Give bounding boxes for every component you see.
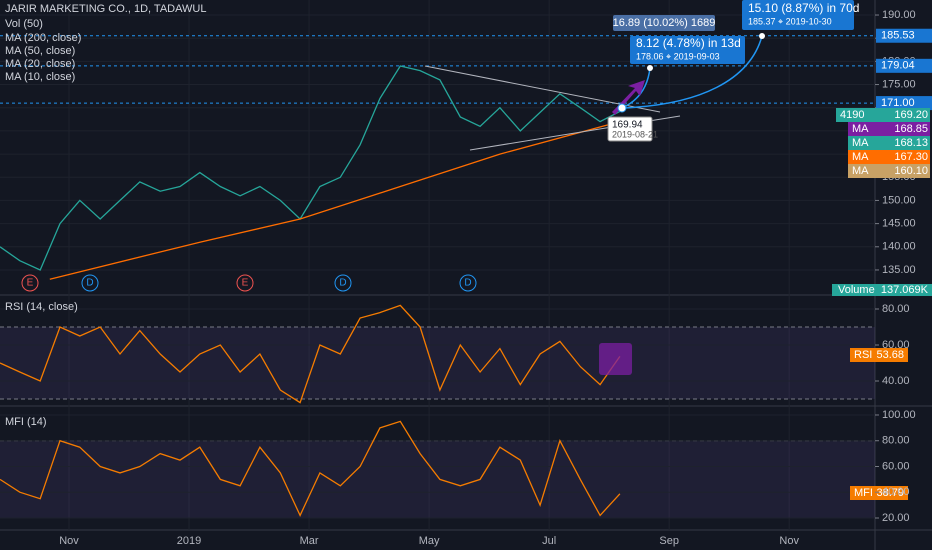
annotation-text: 8.12 (4.78%) in 13d — [636, 36, 741, 50]
band-fill — [0, 327, 875, 400]
event-marker — [21, 274, 39, 292]
projection-arrow — [621, 35, 763, 109]
rsi-tag — [850, 348, 908, 362]
ma-tag-value: 168.85 — [894, 123, 928, 135]
rsi-tag-label: RSI — [854, 349, 872, 361]
y-tick-label: 20.00 — [882, 512, 910, 524]
annotation-box — [613, 15, 715, 31]
event-marker — [236, 274, 254, 292]
annotation-text: 2019-08-21 — [612, 129, 658, 139]
pane-title: RSI (14, close) — [5, 301, 78, 313]
annotation-box — [742, 0, 854, 30]
study-label: MA (20, close) — [5, 58, 75, 70]
ma-tag-prefix: MA — [852, 123, 869, 135]
rsi-tag-value: 53.68 — [876, 349, 904, 361]
series-line — [0, 304, 621, 404]
pane-title: MFI (14) — [5, 416, 47, 428]
event-label: E — [27, 278, 34, 289]
x-tick-label: 2019 — [177, 535, 201, 547]
ma-tag-prefix: MA — [852, 137, 869, 149]
event-label: D — [464, 278, 471, 289]
y-tick-label: 60.00 — [882, 460, 910, 472]
y-tick-label: 175.00 — [882, 78, 916, 90]
y-tick-label: 60.00 — [882, 339, 910, 351]
x-tick-label: May — [419, 535, 440, 547]
ma-tag-value: 168.13 — [894, 137, 928, 149]
mfi-tag-value: 38.79 — [876, 487, 904, 499]
ma-tag-prefix: 4190 — [840, 109, 864, 121]
y-tick-label: 150.00 — [882, 194, 916, 206]
y-tick-label: 145.00 — [882, 218, 916, 230]
series-line — [0, 65, 621, 271]
series-line — [49, 120, 621, 280]
anchor-point — [617, 103, 627, 113]
y-tick-label: 135.00 — [882, 264, 916, 276]
data-layer — [0, 65, 621, 517]
event-label: E — [242, 278, 249, 289]
price-level-tag — [876, 58, 932, 73]
y-tick-label: 100.00 — [882, 409, 916, 421]
mfi-tag — [850, 486, 908, 500]
price-level-tag — [876, 96, 932, 111]
event-marker — [459, 274, 477, 292]
y-tick-label: 190.00 — [882, 9, 916, 21]
anchor-point — [759, 33, 765, 39]
grid-layer — [0, 0, 875, 530]
price-level-label: 171.00 — [881, 97, 915, 109]
projection-arrow — [621, 67, 651, 109]
highlight-box — [599, 343, 632, 375]
study-label: MA (50, close) — [5, 45, 75, 57]
ma-tag-prefix: MA — [852, 151, 869, 163]
annotation-box — [630, 36, 745, 64]
ma-tag-value: 167.30 — [894, 151, 928, 163]
volume-label: Volume — [838, 284, 875, 296]
ma-tag — [848, 122, 930, 136]
y-tick-label: 80.00 — [882, 435, 910, 447]
event-marker — [81, 274, 99, 292]
annotation-box — [607, 116, 653, 142]
ma-tag — [848, 164, 930, 178]
band-fill — [0, 440, 875, 518]
volume-value: 137.069K — [881, 284, 929, 296]
event-label: D — [339, 278, 346, 289]
y-tick-label: 140.00 — [882, 241, 916, 253]
study-label: MA (10, close) — [5, 71, 75, 83]
event-marker — [334, 274, 352, 292]
ma-tag — [848, 150, 930, 164]
ma-tag — [848, 136, 930, 150]
volume-tag — [832, 284, 932, 296]
study-label: MA (200, close) — [5, 32, 81, 44]
symbol-title: JARIR MARKETING CO., 1D, TADAWUL — [5, 3, 207, 15]
x-tick-label: Sep — [659, 535, 679, 547]
price-level-label: 179.04 — [881, 60, 915, 72]
anchor-point — [647, 65, 653, 71]
y-tick-label: 40.00 — [882, 486, 910, 498]
x-tick-label: Nov — [59, 535, 79, 547]
ma-tag — [836, 108, 930, 122]
ma-tag-value: 160.10 — [894, 165, 928, 177]
series-line — [0, 420, 621, 517]
annotation-text: 16.89 (10.02%) 1689 — [613, 17, 716, 29]
annotation-text: 178.06 ⌖ 2019-09-03 — [636, 51, 720, 61]
price-level-tag — [876, 28, 932, 43]
x-tick-label: Nov — [779, 535, 799, 547]
annotation-text: 169.94 — [612, 120, 643, 131]
annotation-text: 15.10 (8.87%) in 70d — [748, 1, 859, 15]
y-tick-label: 40.00 — [882, 375, 910, 387]
mfi-tag-label: MFI — [854, 487, 873, 499]
annotation-text: 185.37 ⌖ 2019-10-30 — [748, 16, 832, 26]
study-label: Vol (50) — [5, 18, 43, 30]
ma-tag-prefix: MA — [852, 165, 869, 177]
event-label: D — [86, 278, 93, 289]
x-tick-label: Jul — [542, 535, 556, 547]
x-tick-label: Mar — [300, 535, 319, 547]
y-tick-label: 80.00 — [882, 303, 910, 315]
price-level-label: 185.53 — [881, 30, 915, 42]
ma-tag-value: 169.20 — [894, 109, 928, 121]
